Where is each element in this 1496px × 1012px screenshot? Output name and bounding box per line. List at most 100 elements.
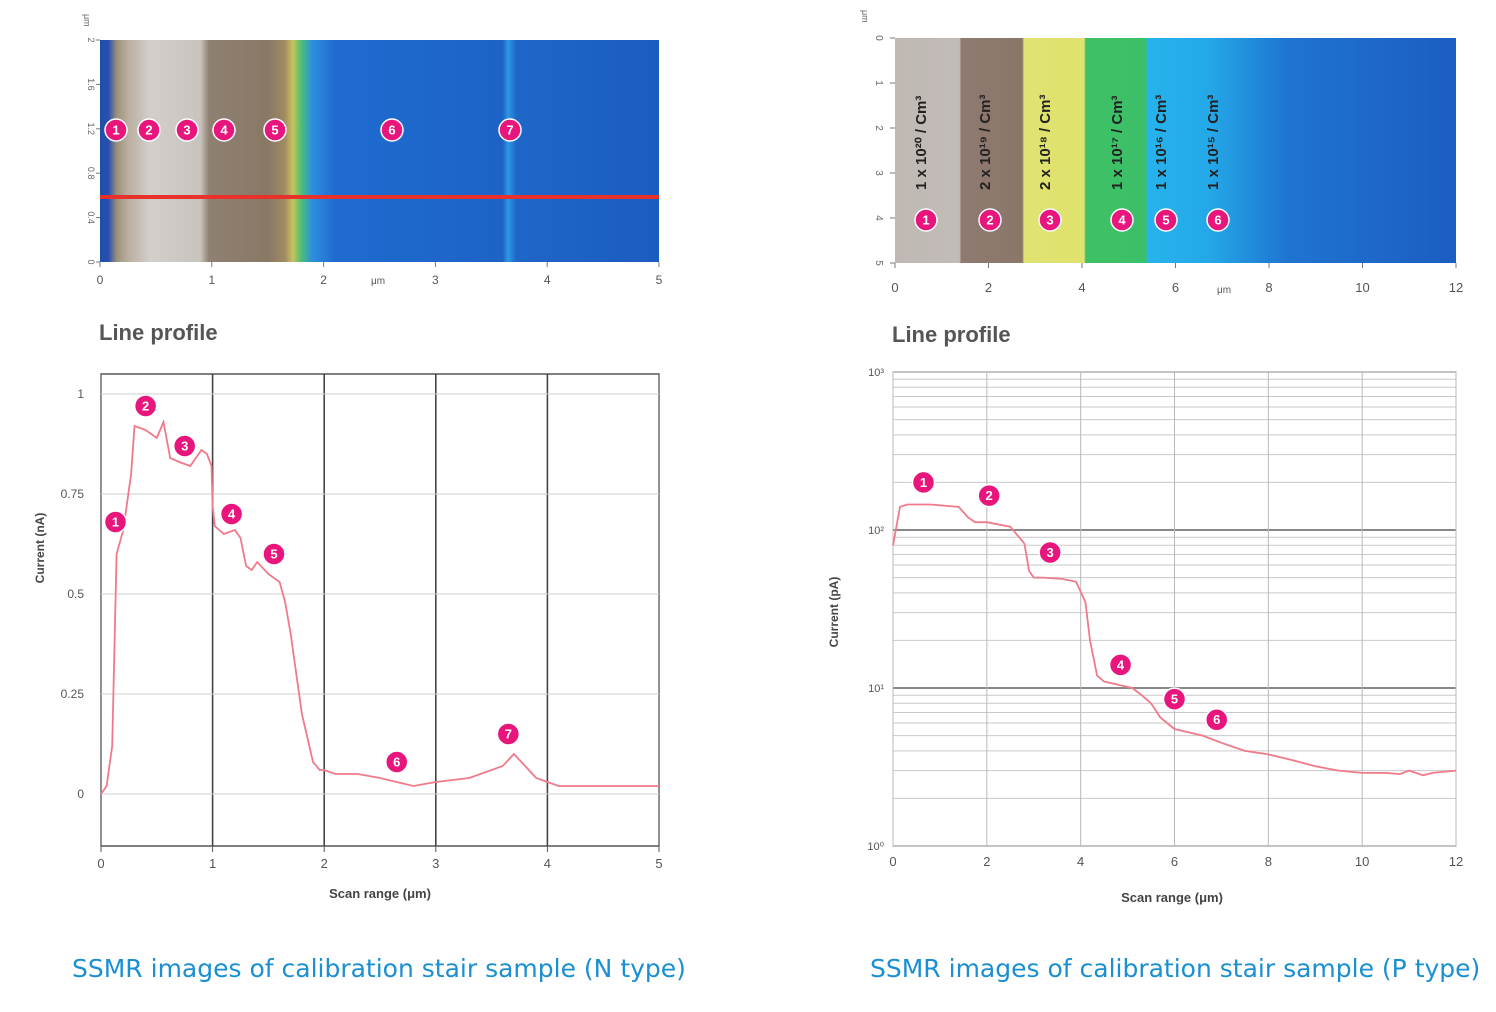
caption-p-type: SSMR images of calibration stair sample … — [870, 954, 1481, 983]
caption-n-type: SSMR images of calibration stair sample … — [72, 954, 686, 983]
p-x-tick-label: 4 — [1077, 854, 1084, 869]
n-map-markers: 1 2 3 4 5 6 7 — [104, 118, 522, 142]
n-map-x-tick-label: 1 — [208, 273, 215, 287]
svg-text:6: 6 — [1213, 712, 1220, 727]
svg-text:3: 3 — [1047, 545, 1054, 560]
svg-text:2: 2 — [986, 213, 993, 228]
n-grid — [100, 374, 660, 846]
n-profile-marker: 6 — [384, 750, 409, 774]
p-annotations: 1 2 3 4 5 6 — [911, 470, 1229, 732]
svg-text:5: 5 — [271, 123, 278, 138]
svg-text:1: 1 — [922, 213, 929, 228]
p-profile-marker: 3 — [1038, 540, 1062, 565]
p-map-x-unit: μm — [1217, 285, 1231, 296]
svg-text:5: 5 — [1162, 213, 1169, 228]
n-profile-marker: 7 — [496, 722, 521, 746]
p-x-label: Scan range (μm) — [1121, 890, 1223, 905]
n-y-tick-label: 1 — [77, 387, 84, 401]
p-map-x-axis: 0 2 4 6 8 10 12 — [891, 263, 1463, 295]
n-x-axis: 0 1 2 3 4 5 — [97, 846, 663, 871]
svg-text:1: 1 — [112, 515, 119, 530]
p-map-x-tick-label: 0 — [891, 280, 898, 295]
n-map-y-tick-label: 0.8 — [86, 167, 96, 180]
n-annotations: 1 2 3 4 5 6 7 — [103, 394, 521, 774]
svg-text:2: 2 — [145, 123, 152, 138]
n-map-y-tick-label: 1.2 — [86, 123, 96, 136]
n-x-tick-label: 0 — [97, 856, 104, 871]
p-map-y-tick-label: 0 — [873, 35, 884, 41]
p-map-marker: 4 — [1110, 208, 1134, 232]
n-profile-title: Line profile — [99, 320, 218, 345]
n-map-y-tick-label: 2 — [86, 37, 96, 42]
svg-text:1: 1 — [112, 123, 119, 138]
n-map-y-unit: μm — [82, 14, 92, 27]
n-y-tick-label: 0.5 — [67, 587, 84, 601]
p-x-tick-label: 6 — [1171, 854, 1178, 869]
p-y-tick-label: 10³ — [868, 367, 884, 379]
p-current-series — [892, 503, 1457, 777]
p-map-region-label: 1 x 10²⁰ / Cm³ — [913, 96, 930, 190]
p-map-region-label: 2 x 10¹⁸ / Cm³ — [1037, 95, 1054, 190]
n-current-series — [100, 418, 659, 795]
n-map-marker: 6 — [380, 118, 404, 142]
svg-text:6: 6 — [1214, 213, 1221, 228]
p-map-region-label: 1 x 10¹⁶ / Cm³ — [1153, 95, 1170, 190]
n-map-y-tick-label: 0 — [86, 259, 96, 264]
p-map-marker: 2 — [978, 208, 1002, 232]
n-profile-marker: 1 — [103, 510, 128, 534]
p-profile-marker: 6 — [1204, 707, 1229, 732]
svg-text:2: 2 — [986, 488, 993, 503]
n-profile-marker: 3 — [172, 434, 197, 458]
p-map-marker: 6 — [1206, 208, 1230, 232]
p-x-tick-label: 8 — [1265, 854, 1272, 869]
p-profile-marker: 2 — [977, 483, 1001, 508]
p-x-tick-label: 10 — [1355, 854, 1369, 869]
n-map-image — [100, 40, 659, 262]
svg-text:3: 3 — [1046, 213, 1053, 228]
p-map-x-tick-label: 4 — [1078, 280, 1085, 295]
p-profile-title: Line profile — [892, 322, 1011, 347]
p-map-markers: 1 2 3 4 5 6 — [914, 208, 1230, 232]
n-map-x-unit: μm — [371, 276, 385, 287]
p-map-region-label: 2 x 10¹⁹ / Cm³ — [977, 95, 994, 191]
svg-text:6: 6 — [388, 123, 395, 138]
n-map-x-tick-label: 0 — [97, 273, 104, 287]
n-map-y-tick-label: 0.4 — [86, 211, 96, 224]
n-profile-chart: 0 0.25 0.5 0.75 1 0 1 2 3 4 5 1 2 3 4 5 6 7 Current (nA… — [33, 373, 663, 901]
n-y-tick-label: 0 — [77, 787, 84, 801]
p-map-x-tick-label: 8 — [1265, 280, 1272, 295]
n-type-map: μm 0 0.4 0.8 1.2 1.6 2 0 1 2 3 4 5 μm 1 2 3 4 5 6 7 — [82, 14, 663, 287]
n-x-tick-label: 5 — [655, 856, 662, 871]
p-map-x-tick-label: 10 — [1355, 280, 1369, 295]
p-map-x-tick-label: 6 — [1172, 280, 1179, 295]
svg-text:4: 4 — [1118, 213, 1126, 228]
svg-text:5: 5 — [270, 547, 277, 562]
n-map-y-tick-label: 1.6 — [86, 78, 96, 91]
p-map-y-tick-label: 3 — [873, 170, 884, 176]
svg-text:6: 6 — [393, 755, 400, 770]
n-map-x-axis: 0 1 2 3 4 5 — [97, 262, 663, 287]
p-map-marker: 5 — [1154, 208, 1178, 232]
p-map-x-tick-label: 12 — [1449, 280, 1463, 295]
p-y-tick-label: 10¹ — [868, 683, 884, 695]
p-map-y-unit: μm — [860, 10, 870, 23]
p-map-region-label: 1 x 10¹⁷ / Cm³ — [1109, 95, 1126, 190]
p-map-y-tick-label: 1 — [873, 80, 884, 86]
svg-text:5: 5 — [1171, 692, 1178, 707]
svg-text:4: 4 — [220, 123, 228, 138]
svg-text:3: 3 — [181, 439, 188, 454]
svg-text:7: 7 — [506, 123, 513, 138]
n-map-marker: 3 — [175, 118, 199, 142]
n-map-x-tick-label: 5 — [656, 273, 663, 287]
svg-text:2: 2 — [142, 399, 149, 414]
p-profile-marker: 5 — [1162, 687, 1187, 711]
svg-text:3: 3 — [183, 123, 190, 138]
n-x-label: Scan range (μm) — [329, 886, 431, 901]
svg-text:7: 7 — [505, 727, 512, 742]
p-profile-marker: 1 — [911, 470, 936, 495]
p-x-tick-label: 2 — [983, 854, 990, 869]
n-map-marker: 4 — [212, 118, 236, 142]
